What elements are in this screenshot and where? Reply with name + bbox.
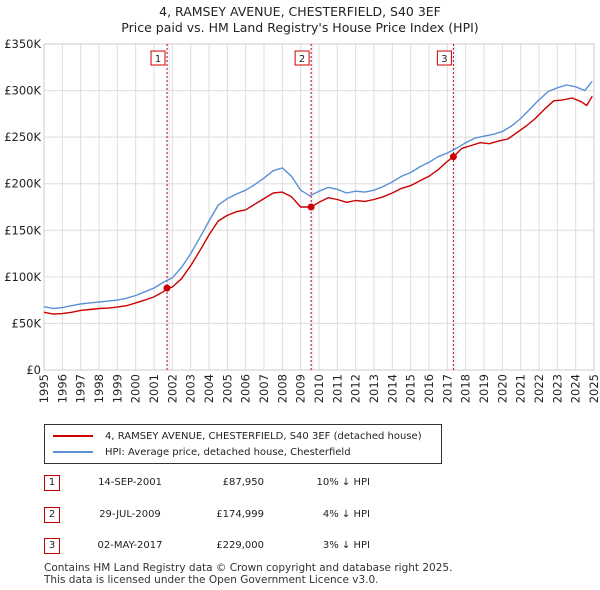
transaction-price: £229,000: [216, 540, 264, 551]
x-tick-label: 2009: [294, 374, 308, 403]
transaction-label: 2: [299, 54, 305, 65]
x-tick-label: 2008: [275, 374, 289, 403]
x-tick-label: 1996: [55, 374, 69, 403]
x-tick-label: 2000: [129, 374, 143, 403]
x-tick-label: 2015: [404, 374, 418, 403]
transaction-hpi-diff: 10% ↓ HPI: [316, 477, 370, 488]
x-tick-label: 2010: [312, 374, 326, 403]
x-tick-label: 2016: [422, 374, 436, 403]
x-tick-label: 2006: [239, 374, 253, 403]
x-tick-label: 2017: [440, 374, 454, 403]
transaction-label-box: [294, 50, 310, 66]
y-tick-label: £50K: [12, 316, 42, 330]
footer-copyright: Contains HM Land Registry data © Crown c…: [44, 562, 453, 574]
legend-swatch-hpi: [53, 451, 93, 453]
x-tick-label: 2004: [202, 374, 216, 403]
transaction-point: [307, 203, 315, 211]
x-tick-label: 2024: [569, 374, 583, 403]
transaction-label: 1: [155, 54, 161, 65]
transaction-number: 2: [44, 507, 60, 523]
transaction-date: 14-SEP-2001: [98, 477, 162, 488]
y-tick-label: £250K: [4, 130, 41, 144]
x-tick-label: 1999: [110, 374, 124, 403]
transaction-row: 1 14-SEP-2001 £87,950 10% ↓ HPI: [44, 475, 444, 493]
transaction-number: 1: [44, 475, 60, 491]
x-tick-label: 1995: [37, 374, 51, 403]
plot-frame: [43, 43, 595, 371]
price-chart: £0 £50K £100K £150K £200K £250K £300K £350K 1995…: [4, 37, 600, 403]
hpi-line: [43, 80, 593, 310]
legend-label-hpi: HPI: Average price, detached house, Ches…: [105, 446, 351, 458]
transaction-number: 3: [44, 538, 60, 554]
legend-item-property: 4, RAMSEY AVENUE, CHESTERFIELD, S40 3EF …: [53, 429, 422, 443]
y-tick-label: £300K: [4, 84, 41, 98]
transaction-band: [453, 44, 457, 370]
transaction-row: 2 29-JUL-2009 £174,999 4% ↓ HPI: [44, 507, 444, 525]
x-tick-label: 2011: [330, 374, 344, 403]
chart-title: 4, RAMSEY AVENUE, CHESTERFIELD, S40 3EF: [159, 4, 441, 19]
x-tick-label: 2002: [165, 374, 179, 403]
x-tick-label: 2007: [257, 374, 271, 403]
transaction-hpi-diff: 3% ↓ HPI: [322, 540, 370, 551]
x-tick-label: 1997: [74, 374, 88, 403]
x-tick-label: 2003: [184, 374, 198, 403]
x-tick-label: 2014: [385, 374, 399, 403]
y-tick-label: £0: [26, 363, 41, 377]
footer-licence: This data is licensed under the Open Gov…: [44, 574, 379, 586]
x-tick-label: 2013: [367, 374, 381, 403]
transaction-label-box: [150, 50, 166, 66]
x-tick-label: 2020: [495, 374, 509, 403]
y-tick-label: £100K: [4, 270, 41, 284]
transaction-price: £87,950: [222, 477, 264, 488]
transaction-date: 02-MAY-2017: [97, 540, 163, 551]
chart-subtitle: Price paid vs. HM Land Registry's House …: [121, 20, 479, 35]
transaction-price: £174,999: [216, 509, 264, 520]
legend-swatch-property: [53, 435, 93, 437]
x-tick-label: 2018: [459, 374, 473, 403]
x-tick-label: 2001: [147, 374, 161, 403]
chart-legend: 4, RAMSEY AVENUE, CHESTERFIELD, S40 3EF …: [44, 424, 442, 464]
y-tick-label: £150K: [4, 223, 41, 237]
property-price-line: [43, 95, 593, 315]
transaction-point: [449, 153, 457, 161]
legend-label-property: 4, RAMSEY AVENUE, CHESTERFIELD, S40 3EF …: [105, 430, 422, 442]
transaction-row: 3 02-MAY-2017 £229,000 3% ↓ HPI: [44, 538, 444, 556]
x-tick-label: 1998: [92, 374, 106, 403]
x-tick-label: 2022: [532, 374, 546, 403]
x-tick-label: 2005: [220, 374, 234, 403]
transaction-hpi-diff: 4% ↓ HPI: [322, 509, 370, 520]
transaction-label-box: [436, 50, 452, 66]
legend-item-hpi: HPI: Average price, detached house, Ches…: [53, 445, 351, 459]
y-tick-label: £350K: [4, 37, 41, 51]
transaction-label: 3: [441, 54, 447, 65]
x-tick-label: 2021: [514, 374, 528, 403]
x-tick-label: 2019: [477, 374, 491, 403]
x-tick-label: 2025: [587, 374, 600, 403]
transaction-point: [163, 284, 171, 292]
transaction-date: 29-JUL-2009: [99, 509, 161, 520]
x-tick-label: 2023: [550, 374, 564, 403]
x-tick-label: 2012: [349, 374, 363, 403]
transaction-band: [167, 44, 171, 370]
y-tick-label: £200K: [4, 177, 41, 191]
